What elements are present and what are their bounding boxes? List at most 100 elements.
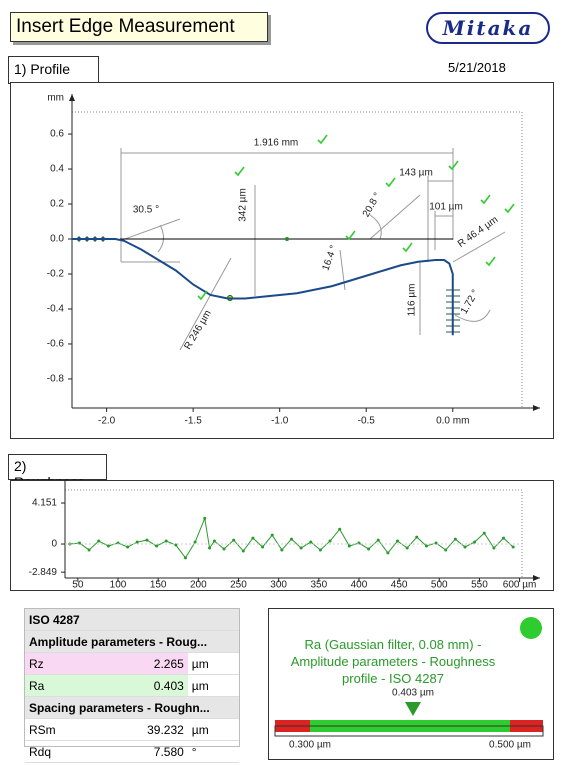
data-point — [193, 540, 197, 544]
data-point — [424, 544, 428, 548]
date: 5/21/2018 — [448, 60, 506, 75]
gauge-marker — [405, 702, 421, 716]
data-point — [261, 545, 265, 549]
section-box: 2) Roughness — [8, 454, 107, 490]
logo-box: Mitaka — [426, 12, 550, 44]
x-axis-arrow — [533, 575, 540, 581]
check-mark — [317, 134, 328, 145]
y-tick-label: -0.6 — [47, 339, 65, 350]
data-point — [453, 537, 457, 541]
x-tick-label: -2.0 — [98, 416, 116, 427]
data-point — [241, 549, 245, 553]
data-point — [318, 548, 322, 552]
data-point — [444, 548, 448, 552]
table: ISO 4287 Amplitude parameters - Roug... … — [25, 609, 239, 763]
profile-frame — [10, 82, 554, 439]
param-value: 39.232 — [96, 718, 188, 741]
data-point — [473, 540, 477, 544]
check-mark — [504, 203, 515, 214]
x-tick-label: -1.5 — [185, 416, 203, 427]
dimension-label: R 46.4 µm — [456, 214, 500, 250]
data-point — [155, 544, 159, 548]
x-tick-label: 200 — [190, 580, 207, 590]
table-title: ISO 4287 — [25, 609, 239, 631]
y-tick-label: 0.6 — [50, 129, 64, 140]
gauge-line: profile - ISO 4287 — [342, 671, 444, 686]
dimension-label: 30.5 ° — [133, 205, 159, 216]
param-unit: µm — [187, 674, 239, 697]
x-axis-arrow — [533, 405, 540, 411]
gauge-line: Amplitude parameters - Roughness — [290, 654, 496, 669]
param-name: RSm — [25, 718, 97, 741]
data-point — [386, 551, 390, 555]
x-tick-label: 450 — [391, 580, 408, 590]
data-point — [97, 539, 101, 543]
gauge-title: Ra (Gaussian filter, 0.08 mm) - Amplitud… — [278, 636, 508, 687]
data-point — [463, 545, 467, 549]
param-value: 7.580 — [96, 740, 188, 763]
dimension-label: 20.8 ° — [361, 191, 384, 219]
x-tick-label: 400 — [351, 580, 368, 590]
x-tick-label: 350 — [310, 580, 327, 590]
section-box: 1) Profile — [8, 56, 99, 84]
data-point — [492, 546, 496, 550]
roughness-chart: µm 4.151 0 -2.849 50 100 150 200 250 300 350 400 450… — [29, 480, 540, 590]
x-tick-label: 250 — [230, 580, 247, 590]
data-point — [126, 545, 130, 549]
logo: Mitaka — [442, 16, 534, 40]
y-tick-label: -0.4 — [47, 304, 65, 315]
gauge-value-label: 0.403 µm — [392, 688, 434, 699]
dimension-label: 116 µm — [407, 284, 418, 317]
y-unit: mm — [47, 93, 64, 104]
y-axis-arrow — [69, 94, 75, 101]
data-point — [183, 556, 187, 560]
gauge: 0.403 µm 0.300 µm 0.500 µm — [274, 617, 544, 751]
group-header: Amplitude parameters - Roug... — [25, 630, 239, 653]
data-point — [270, 533, 274, 537]
y-tick-label: -0.2 — [47, 269, 65, 280]
status-light — [520, 617, 542, 639]
dimension-label: 16.4 ° — [320, 244, 339, 272]
param-unit: ° — [187, 740, 239, 763]
data-line — [72, 238, 454, 336]
data-point — [164, 539, 168, 543]
dimension-label: R 246 µm — [182, 308, 213, 351]
check-mark — [485, 256, 496, 267]
data-point — [367, 547, 371, 551]
check-mark — [234, 166, 245, 177]
x-tick-label: -0.5 — [358, 416, 376, 427]
data-point — [299, 546, 303, 550]
data-point — [396, 539, 400, 543]
gauge-panel — [268, 608, 554, 760]
data-point — [174, 543, 178, 547]
data-point — [87, 548, 91, 552]
x-tick-label: 300 — [270, 580, 287, 590]
profile-chart: mm 0.6 0.4 0.2 0.0 -0.2 -0.4 -0.6 -0.8 -2.0 -1.5 -1… — [47, 93, 540, 427]
edge-points — [76, 236, 460, 333]
data-point — [222, 547, 226, 551]
parameter-table: ISO 4287 Amplitude parameters - Roug... … — [24, 608, 240, 763]
data-point — [145, 538, 149, 542]
data-point — [376, 538, 380, 542]
data-point — [251, 536, 255, 540]
y-unit: µm — [43, 480, 57, 482]
dimension-label: 143 µm — [399, 168, 433, 179]
roughness-frame — [10, 480, 554, 591]
plot-frame — [71, 111, 523, 409]
check-mark — [448, 160, 459, 171]
y-tick-label: -2.849 — [29, 567, 58, 578]
data-point — [203, 516, 207, 520]
data-point — [309, 540, 313, 544]
x-tick-label: 100 — [110, 580, 127, 590]
check-mark — [385, 177, 396, 188]
data-point — [280, 548, 284, 552]
y-tick-label: 0.2 — [50, 199, 64, 210]
data-point — [232, 538, 236, 542]
param-name: Ra — [25, 674, 97, 697]
title: Insert Edge Measurement — [16, 16, 235, 37]
data-point — [208, 546, 212, 550]
x-tick-label: 550 — [471, 580, 488, 590]
gauge-low-label: 0.300 µm — [289, 740, 331, 751]
y-tick-label: 4.151 — [32, 498, 57, 509]
